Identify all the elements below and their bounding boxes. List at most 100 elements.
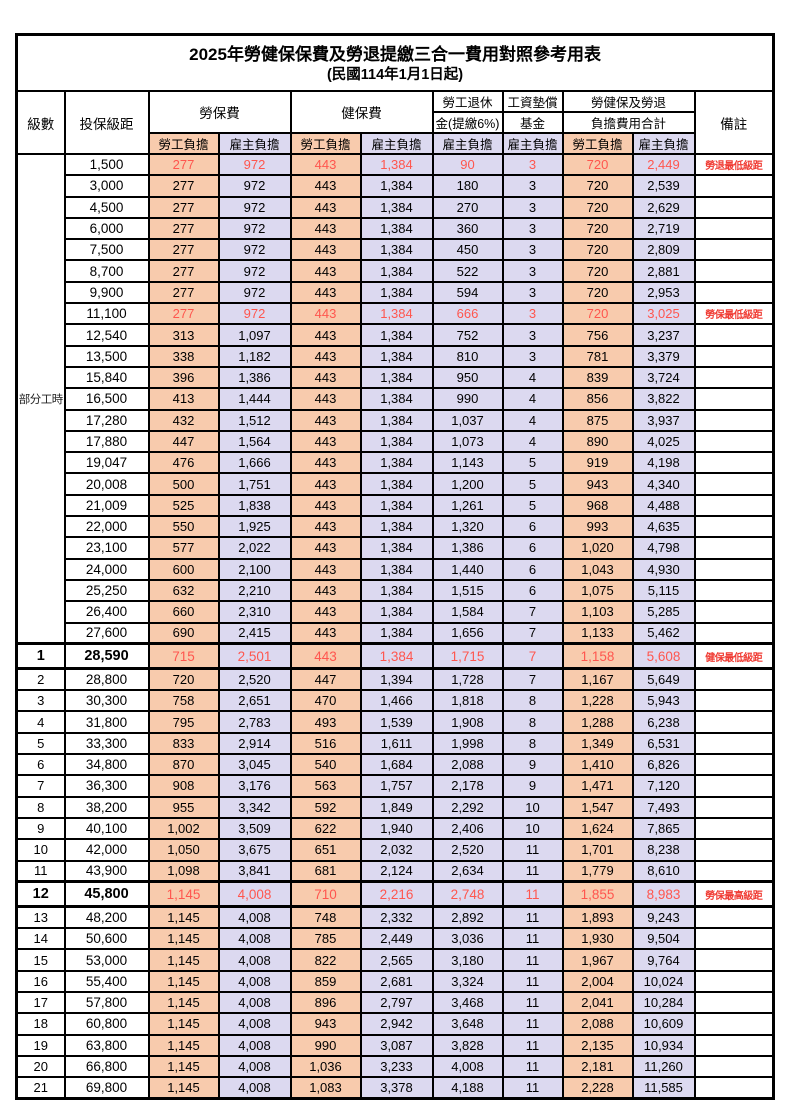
cell-total-employer: 4,340	[631, 472, 696, 496]
cell-level: 15	[15, 948, 66, 972]
cell-labor-employee: 1,145	[147, 880, 220, 909]
cell-pension-employer: 1,440	[431, 557, 504, 581]
cell-labor-employer: 4,008	[217, 948, 292, 972]
cell-health-employee: 443	[289, 323, 362, 347]
table-row: 16 55,400 1,145 4,008 859 2,681 3,324 11 2,004 10…	[15, 969, 775, 993]
table-row: 部分工時 1,500 277 972 443 1,384 90 3 720 2,449 勞退最低級距	[15, 152, 775, 645]
cell-pension-employer: 4,008	[431, 1054, 504, 1079]
cell-health-employer: 1,384	[359, 515, 434, 539]
cell-wage-fund-employer: 9	[501, 753, 564, 777]
table-row: 12,540 313 1,097 443 1,384 752 3 756 3,237	[17, 323, 775, 347]
cell-labor-employer: 2,520	[217, 667, 292, 692]
cell-pension-employer: 90	[431, 152, 504, 177]
cell-bracket: 27,600	[63, 621, 150, 645]
cell-labor-employee: 1,050	[147, 838, 220, 862]
cell-health-employee: 748	[289, 905, 362, 930]
table-row: 6,000 277 972 443 1,384 360 3 720 2,719	[17, 216, 775, 241]
header-row-1: 級數 投保級距 勞保費 健保費 勞工退休 工資墊償 勞健保及勞退 備註	[15, 90, 775, 155]
cell-total-employee: 1,020	[561, 536, 634, 560]
cell-labor-employer: 1,564	[217, 429, 292, 454]
cell-labor-employee: 525	[147, 493, 220, 518]
cell-total-employer: 2,449	[631, 152, 696, 177]
cell-pension-employer: 3,180	[431, 948, 504, 972]
cell-total-employer: 3,937	[631, 408, 696, 432]
cell-remark	[693, 174, 775, 198]
subheader-total-employer: 雇主負擔	[631, 132, 696, 155]
table-row: 2 28,800 720 2,520 447 1,394 1,728 7 1,167 5,649	[15, 667, 775, 692]
cell-total-employer: 11,585	[631, 1076, 696, 1100]
cell-health-employer: 2,124	[359, 859, 434, 883]
cell-labor-employee: 277	[147, 302, 220, 326]
subheader-labor-employee: 勞工負擔	[147, 132, 220, 155]
cell-wage-fund-employer: 3	[501, 174, 564, 198]
cell-remark	[693, 195, 775, 219]
cell-wage-fund-employer: 11	[501, 838, 564, 862]
cell-level: 4	[15, 710, 66, 734]
col-header-pension-line1: 勞工退休	[431, 90, 504, 113]
cell-labor-employer: 2,310	[217, 600, 292, 624]
cell-total-employee: 720	[561, 238, 634, 262]
cell-pension-employer: 1,143	[431, 451, 504, 475]
cell-pension-employer: 1,073	[431, 429, 504, 454]
cell-health-employer: 1,384	[359, 493, 434, 518]
cell-level: 16	[15, 969, 66, 993]
cell-pension-employer: 990	[431, 387, 504, 411]
cell-remark	[693, 365, 775, 390]
table-row: 15,840 396 1,386 443 1,384 950 4 839 3,724	[17, 365, 775, 390]
table-row: 16,500 413 1,444 443 1,384 990 4 856 3,822	[17, 387, 775, 411]
cell-total-employer: 4,635	[631, 515, 696, 539]
cell-bracket: 38,200	[63, 795, 150, 819]
cell-wage-fund-employer: 8	[501, 731, 564, 756]
cell-bracket: 8,700	[63, 259, 150, 283]
cell-level: 11	[15, 859, 66, 883]
cell-remark	[693, 621, 775, 645]
cell-level: 10	[15, 838, 66, 862]
cell-remark: 健保最低級距	[693, 642, 775, 671]
cell-total-employer: 2,809	[631, 238, 696, 262]
cell-pension-employer: 2,292	[431, 795, 504, 819]
cell-health-employer: 1,384	[359, 152, 434, 177]
cell-health-employer: 1,384	[359, 238, 434, 262]
cell-labor-employer: 1,182	[217, 344, 292, 368]
cell-total-employee: 1,043	[561, 557, 634, 581]
cell-health-employee: 443	[289, 259, 362, 283]
cell-labor-employee: 1,145	[147, 1012, 220, 1036]
cell-health-employee: 896	[289, 990, 362, 1015]
cell-bracket: 36,300	[63, 774, 150, 798]
subheader-labor-employer: 雇主負擔	[217, 132, 292, 155]
cell-remark	[693, 387, 775, 411]
cell-total-employee: 1,288	[561, 710, 634, 734]
table-row: 14 50,600 1,145 4,008 785 2,449 3,036 11 1,930 9,…	[15, 927, 775, 951]
col-header-remark: 備註	[693, 90, 775, 155]
cell-remark	[693, 731, 775, 756]
cell-total-employee: 720	[561, 259, 634, 283]
premium-reference-table: 2025年勞健保保費及勞退提繳三合一費用對照參考用表 (民國114年1月1日起)…	[15, 33, 776, 1100]
cell-health-employer: 1,384	[359, 302, 434, 326]
cell-labor-employer: 972	[217, 174, 292, 198]
cell-health-employer: 1,940	[359, 816, 434, 841]
cell-total-employee: 839	[561, 365, 634, 390]
cell-wage-fund-employer: 7	[501, 642, 564, 671]
cell-health-employee: 443	[289, 621, 362, 645]
cell-labor-employee: 476	[147, 451, 220, 475]
cell-labor-employee: 660	[147, 600, 220, 624]
cell-remark	[693, 1012, 775, 1036]
col-header-pension-line2: 金(提繳6%)	[431, 111, 504, 134]
cell-labor-employee: 338	[147, 344, 220, 368]
cell-bracket: 25,250	[63, 578, 150, 603]
title-row: 2025年勞健保保費及勞退提繳三合一費用對照參考用表 (民國114年1月1日起)	[15, 33, 775, 92]
cell-total-employer: 3,025	[631, 302, 696, 326]
cell-bracket: 34,800	[63, 753, 150, 777]
cell-bracket: 45,800	[63, 880, 150, 909]
table-row: 17,280 432 1,512 443 1,384 1,037 4 875 3,937	[17, 408, 775, 432]
cell-bracket: 66,800	[63, 1054, 150, 1079]
cell-health-employee: 443	[289, 302, 362, 326]
cell-labor-employer: 1,512	[217, 408, 292, 432]
cell-wage-fund-employer: 6	[501, 557, 564, 581]
cell-total-employee: 720	[561, 195, 634, 219]
cell-total-employer: 5,943	[631, 689, 696, 713]
cell-health-employer: 3,378	[359, 1076, 434, 1100]
cell-level: 8	[15, 795, 66, 819]
cell-total-employee: 720	[561, 216, 634, 241]
cell-bracket: 40,100	[63, 816, 150, 841]
